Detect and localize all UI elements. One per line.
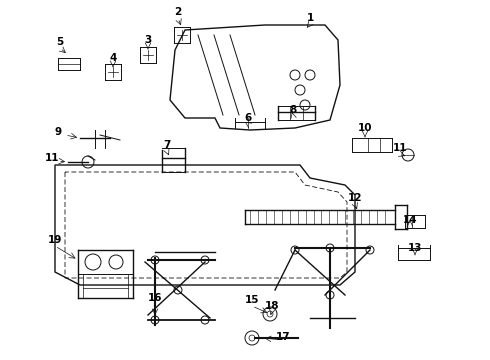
Text: 3: 3: [145, 35, 151, 45]
Text: 9: 9: [54, 127, 62, 137]
Text: 11: 11: [45, 153, 59, 163]
Text: 10: 10: [358, 123, 372, 133]
Text: 18: 18: [265, 301, 279, 311]
Text: 14: 14: [403, 215, 417, 225]
Text: 8: 8: [290, 105, 296, 115]
Text: 6: 6: [245, 113, 252, 123]
Text: 15: 15: [245, 295, 259, 305]
Text: 11: 11: [393, 143, 407, 153]
Text: 13: 13: [408, 243, 422, 253]
Text: 4: 4: [109, 53, 117, 63]
Text: 19: 19: [48, 235, 62, 245]
Text: 12: 12: [348, 193, 362, 203]
Text: 7: 7: [163, 140, 171, 150]
Text: 5: 5: [56, 37, 64, 47]
Text: 1: 1: [306, 13, 314, 23]
Text: 16: 16: [148, 293, 162, 303]
Text: 17: 17: [276, 332, 290, 342]
Text: 2: 2: [174, 7, 182, 17]
